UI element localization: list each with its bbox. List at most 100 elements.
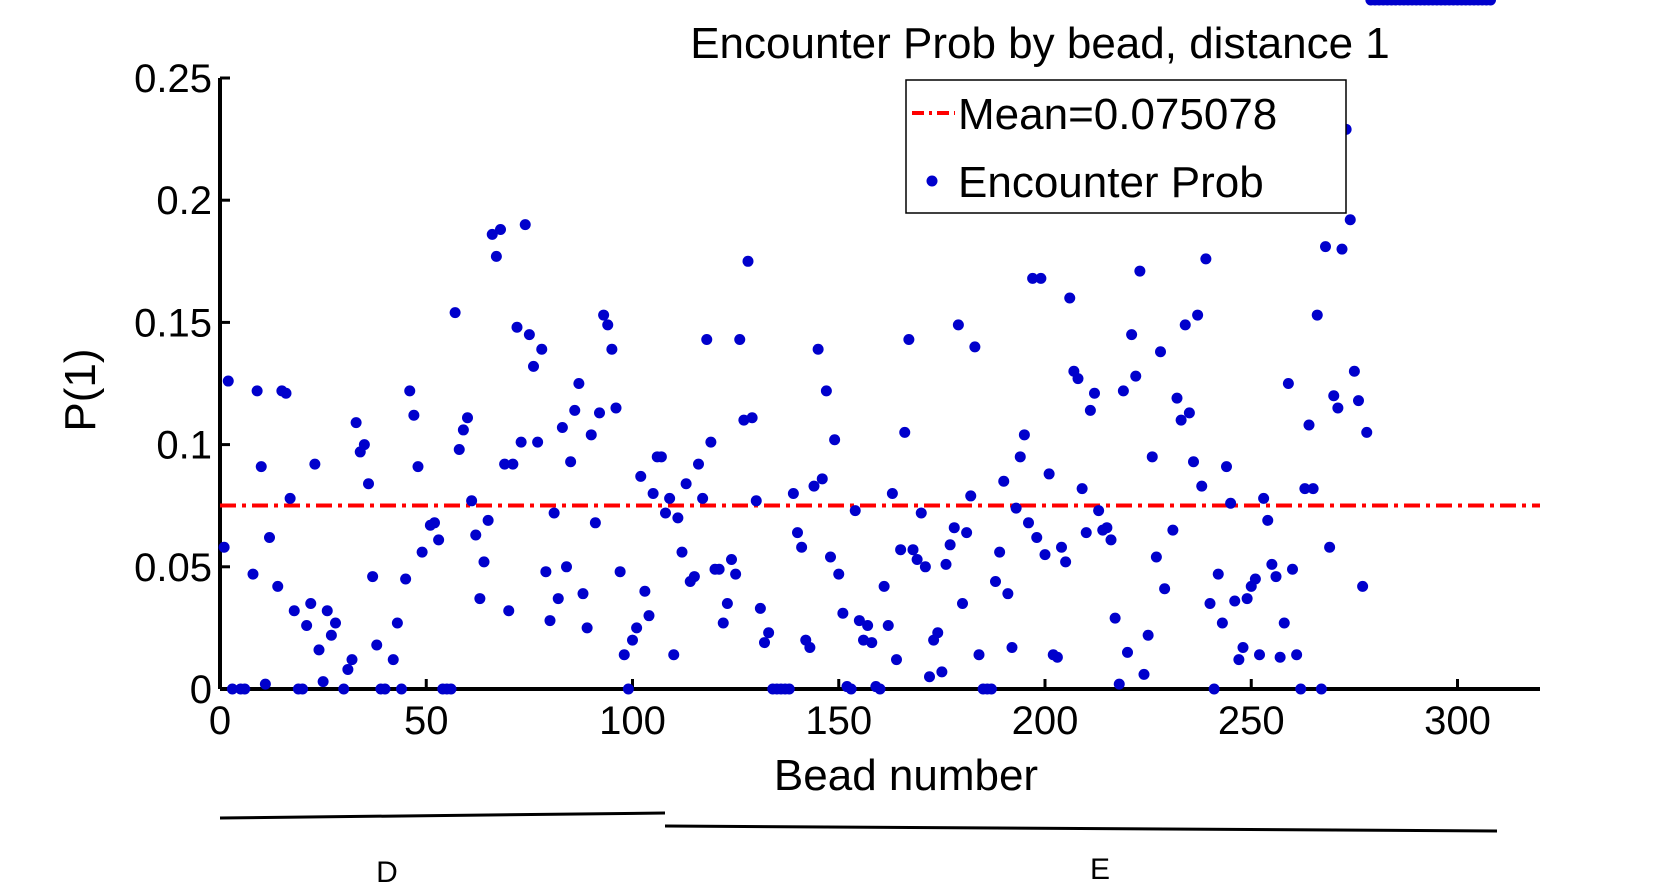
x-tick-label: 150 [805,699,872,743]
data-point [796,541,808,553]
data-point [226,683,238,695]
data-point [932,627,944,639]
data-point [445,683,457,695]
data-point [1126,329,1138,341]
data-point [429,517,440,529]
data-point [490,250,502,262]
data-point [1072,373,1084,385]
data-point [540,566,552,578]
data-point [400,573,412,585]
data-point [1357,580,1369,592]
data-point [363,478,374,490]
data-point [1122,646,1133,658]
data-point [519,219,531,231]
data-point [862,619,874,631]
data-point [924,671,935,683]
x-tick-label: 50 [404,699,449,743]
data-point [371,639,383,651]
data-point [705,436,717,448]
data-point [247,568,259,580]
data-point [1188,456,1199,468]
data-point [940,558,952,570]
data-point [1270,571,1282,583]
data-point [1295,683,1307,695]
data-point [804,641,816,653]
data-point [478,556,490,568]
data-point [816,473,828,485]
data-point [1064,292,1076,304]
data-point [602,319,614,331]
data-point [994,546,1006,558]
data-point [1171,392,1183,404]
x-tick-label: 0 [209,699,231,743]
data-point [622,683,634,695]
data-point [379,683,391,695]
data-point [895,544,907,556]
x-tick-label: 100 [599,699,666,743]
data-point [1117,385,1129,397]
x-tick-label: 200 [1012,699,1079,743]
data-point [853,615,865,627]
data-point [1485,0,1496,6]
data-point [664,492,676,504]
data-point [1150,551,1162,563]
data-point [886,487,898,499]
data-point [1254,649,1265,661]
data-point [957,597,968,609]
data-point [1208,683,1220,695]
data-point [948,522,960,534]
data-point [1303,419,1315,431]
region-e-bar [664,824,1498,833]
data-point [552,593,564,605]
data-point [272,580,284,592]
data-point [350,417,362,429]
data-point [1332,402,1344,414]
data-point [717,617,729,629]
data-point [1241,593,1253,605]
chart-title: Encounter Prob by bead, distance 1 [690,19,1390,68]
data-point [631,622,643,634]
data-point [1361,426,1373,438]
data-point [255,461,267,473]
y-tick-label: 0.2 [156,179,212,223]
data-point [499,458,511,470]
data-point [680,478,692,490]
data-point [1023,517,1034,529]
data-point [1051,651,1063,663]
data-point [746,412,758,424]
data-point [1204,597,1216,609]
data-point [961,527,973,539]
data-point [544,615,556,627]
data-point [1344,214,1356,226]
data-point [763,627,775,639]
y-tick-label: 0.1 [156,424,212,468]
data-point [1089,387,1100,399]
region-d-label: D [376,856,398,887]
data-point [1336,243,1348,255]
data-point [730,568,742,580]
data-point [627,634,638,646]
data-point [919,561,931,573]
data-point [1233,654,1245,666]
data-point [726,553,737,565]
data-point [1138,668,1150,680]
data-point [660,507,671,519]
data-point [495,224,506,236]
data-point [565,456,577,468]
data-point [676,546,688,558]
data-point [936,666,948,678]
data-point [1134,265,1146,277]
data-point [734,334,746,346]
data-point [548,507,560,519]
data-point [313,644,325,656]
legend-mean-label: Mean=0.075078 [958,90,1277,139]
data-point [783,683,795,695]
data-point [511,321,523,333]
data-point [866,637,878,649]
data-point [1237,641,1249,653]
data-point [536,343,548,355]
data-point [1200,253,1212,265]
data-point [367,571,379,583]
data-point [990,575,1001,587]
